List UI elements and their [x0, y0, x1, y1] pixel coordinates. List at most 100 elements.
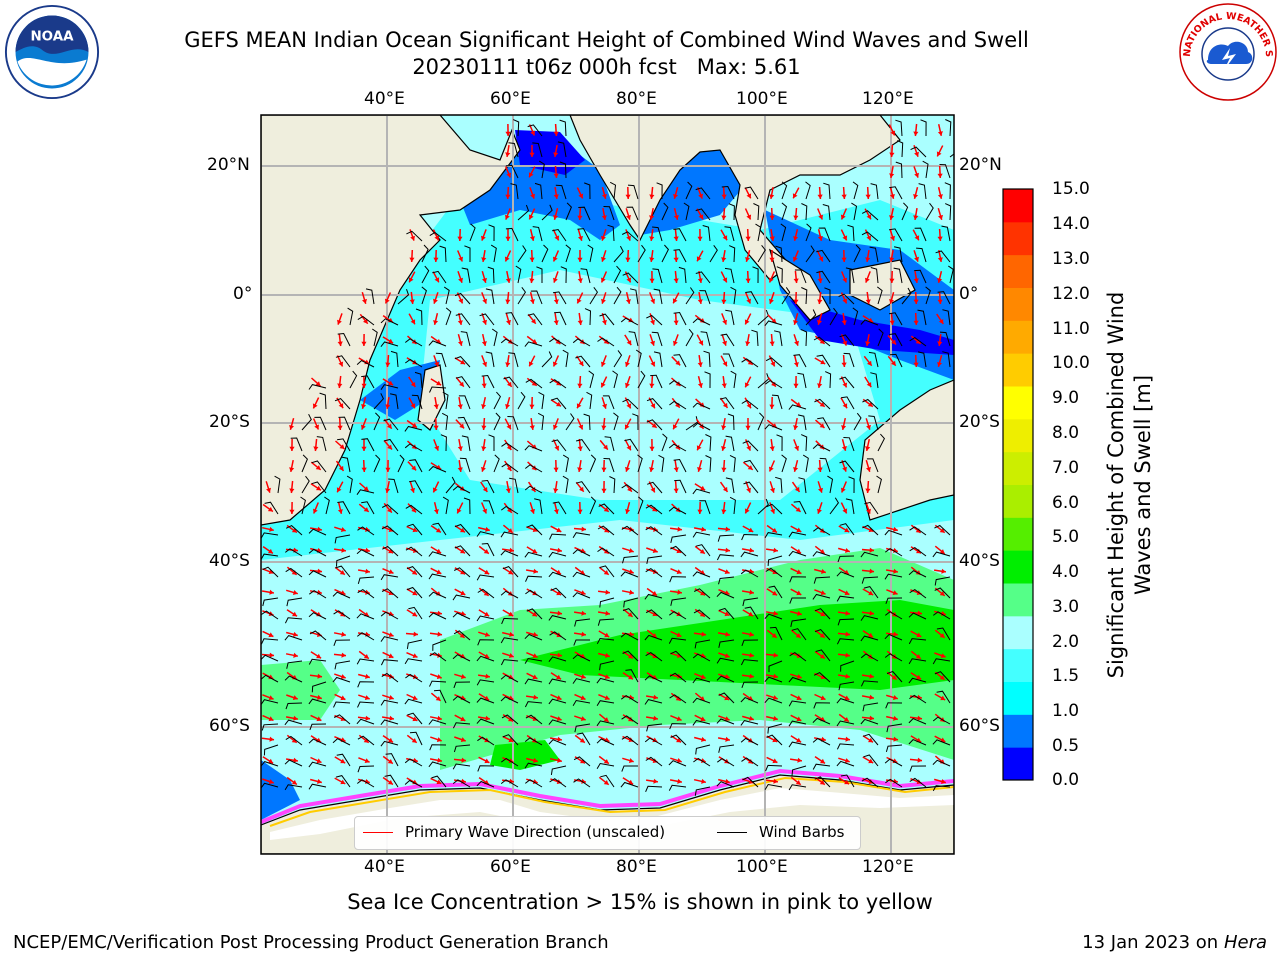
- wind-barb: [549, 778, 567, 788]
- wind-barb: [624, 438, 639, 452]
- wind-barb: [361, 501, 375, 515]
- wave-arrow-head: [795, 507, 801, 512]
- wave-arrow-head: [388, 695, 394, 700]
- colorbar-tick: 2.0: [1052, 632, 1080, 652]
- wind-barb: [284, 784, 303, 791]
- wave-arrow-head: [913, 131, 919, 136]
- legend-wave-line: [363, 831, 393, 833]
- wind-barb: [812, 717, 831, 725]
- wave-arrow-head: [412, 674, 418, 679]
- wind-barb: [550, 587, 567, 599]
- wind-barb: [383, 418, 399, 431]
- wind-barb: [357, 576, 375, 585]
- wind-barb: [335, 355, 351, 368]
- wave-arrow-head: [676, 569, 682, 574]
- wind-barb: [308, 548, 327, 557]
- wave-arrow-head: [531, 381, 537, 386]
- wind-barb: [261, 553, 279, 560]
- wave-arrow-head: [793, 362, 799, 367]
- wave-arrow-head: [433, 404, 439, 409]
- wave-arrow-head: [677, 526, 682, 532]
- wind-barb: [599, 565, 615, 578]
- wave-arrow-head: [459, 381, 464, 387]
- wave-arrow-head: [840, 214, 846, 220]
- wave-arrow-head: [577, 509, 583, 514]
- wind-barb: [861, 576, 879, 584]
- wind-barb: [741, 399, 759, 410]
- wave-arrow-head: [529, 299, 535, 304]
- colorbar-segment: [1003, 254, 1033, 288]
- wind-barb: [404, 425, 423, 432]
- wind-barb: [645, 526, 663, 536]
- wind-barb: [793, 354, 807, 368]
- wave-arrow-head: [556, 401, 561, 407]
- wave-arrow-head: [603, 759, 609, 764]
- wind-barb: [500, 779, 519, 788]
- wave-arrow-head: [316, 758, 322, 764]
- wave-arrow-head: [842, 466, 847, 472]
- wave-arrow-head: [701, 778, 706, 784]
- wind-barb: [922, 160, 929, 179]
- wind-barb: [607, 224, 615, 242]
- wind-barb: [596, 738, 615, 746]
- wave-arrow-head: [388, 338, 394, 344]
- wave-arrow-head: [437, 610, 442, 616]
- wind-barb: [600, 774, 615, 788]
- wind-barb: [284, 719, 303, 726]
- wind-barb: [405, 504, 423, 515]
- wind-barb: [694, 639, 711, 649]
- wind-barb: [477, 736, 495, 746]
- wind-barb: [740, 720, 759, 726]
- wind-barb: [742, 597, 759, 607]
- wave-arrow-head: [289, 509, 295, 514]
- wave-arrow-head: [337, 383, 343, 388]
- wave-arrow-head: [916, 548, 921, 554]
- wind-barb: [936, 627, 951, 641]
- wave-arrow-head: [316, 716, 322, 722]
- wind-barb: [261, 638, 279, 645]
- wind-barb: [622, 272, 639, 284]
- wind-barb: [551, 397, 567, 410]
- wind-barb: [500, 550, 519, 557]
- wave-arrow-head: [553, 320, 559, 325]
- wave-arrow-head: [337, 319, 342, 325]
- wind-barb: [780, 223, 787, 242]
- wave-arrow-head: [819, 780, 825, 785]
- wave-arrow-head: [649, 278, 655, 283]
- wave-arrow-head: [770, 487, 775, 493]
- wave-arrow-head: [868, 632, 873, 638]
- wind-barb: [812, 551, 831, 557]
- wave-arrow-head: [601, 215, 607, 220]
- wave-arrow-head: [627, 612, 633, 617]
- wind-barb: [670, 545, 687, 557]
- wind-barb: [819, 457, 831, 473]
- wind-barb: [460, 331, 471, 347]
- wind-barb: [488, 434, 495, 451]
- wind-barb: [729, 245, 736, 263]
- wave-arrow-head: [845, 548, 850, 553]
- wave-arrow-head: [769, 194, 775, 199]
- wind-barb: [404, 779, 423, 788]
- wave-arrow-head: [794, 445, 799, 451]
- wind-barb: [461, 267, 471, 284]
- wind-barb: [493, 391, 502, 410]
- wave-arrow-head: [482, 508, 487, 514]
- wave-arrow-head: [746, 214, 752, 220]
- wind-barb: [549, 379, 567, 389]
- wave-arrow-head: [365, 715, 370, 721]
- wind-barb: [674, 479, 687, 494]
- wave-arrow-head: [484, 653, 490, 659]
- wind-barb: [766, 734, 783, 746]
- wind-barb: [433, 689, 447, 704]
- wind-barb: [301, 475, 310, 494]
- wave-arrow-head: [700, 716, 706, 722]
- wind-barb: [308, 738, 327, 746]
- wind-barb: [337, 501, 351, 515]
- wave-arrow-head: [698, 214, 704, 220]
- wave-arrow-head: [628, 674, 633, 680]
- wind-barb: [501, 442, 519, 452]
- land-sumatra: [768, 248, 831, 321]
- wind-barb: [745, 291, 759, 305]
- wave-arrow-head: [701, 526, 706, 532]
